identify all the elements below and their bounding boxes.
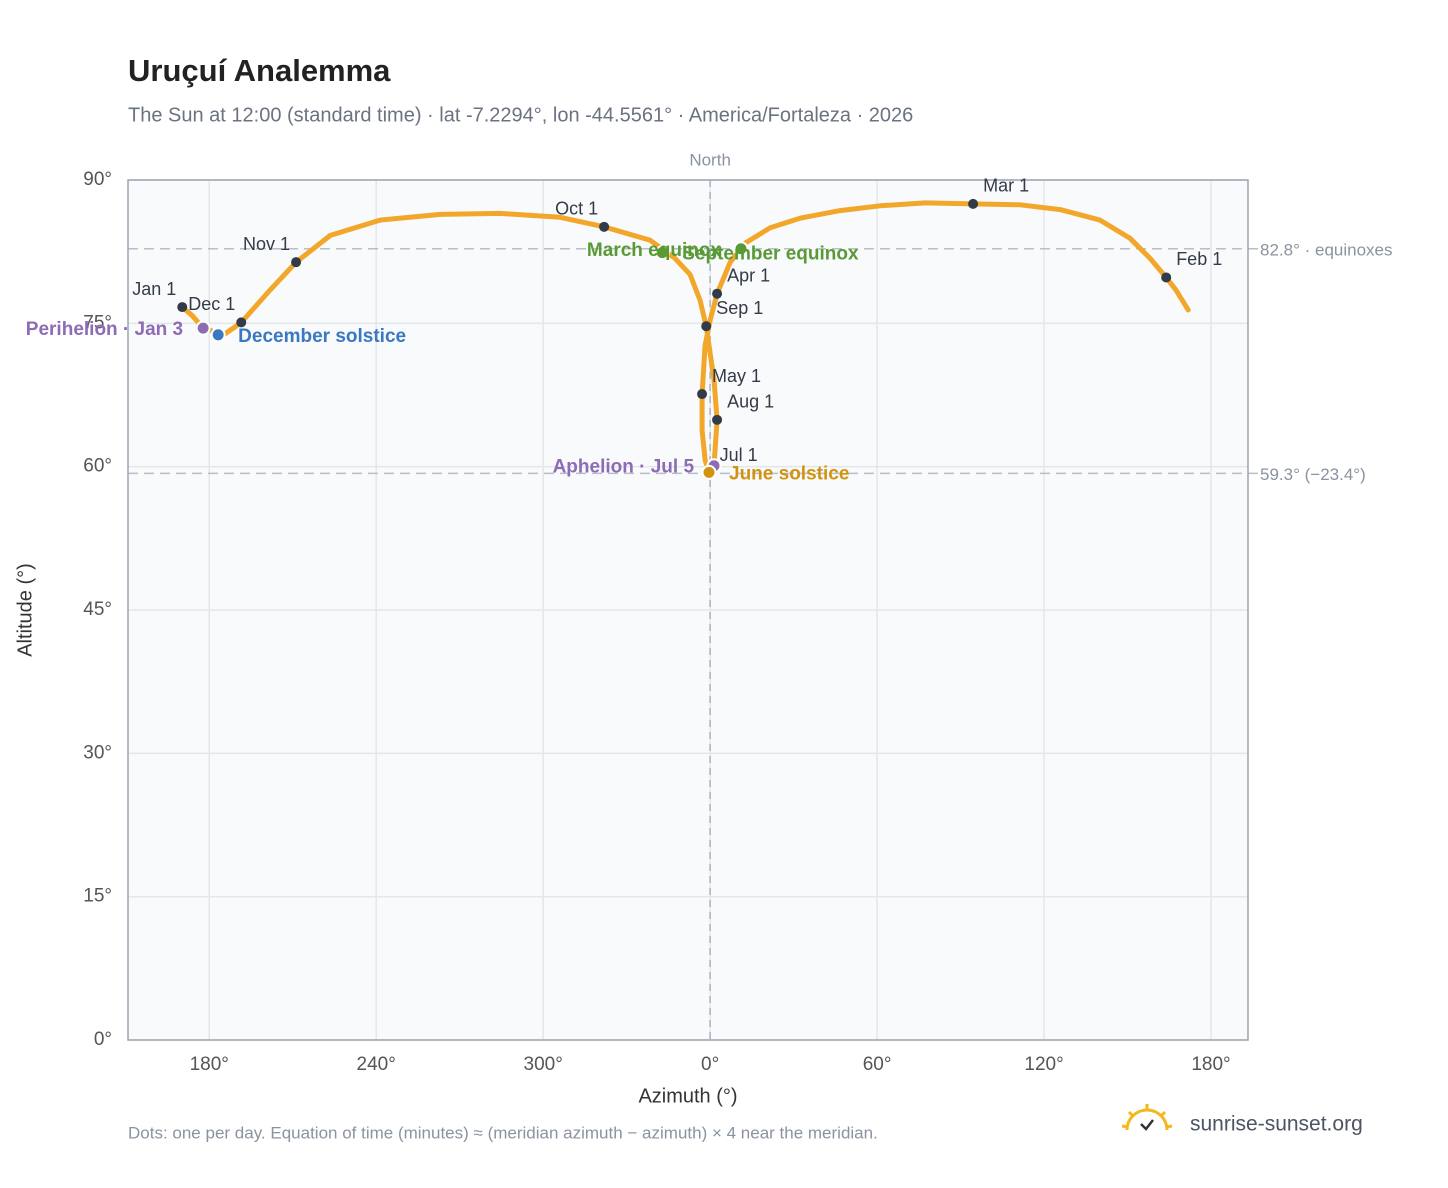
plot-layer <box>128 179 1258 1041</box>
x-tick-label: 60° <box>863 1054 892 1075</box>
event-marker <box>210 327 226 343</box>
month-label: Feb 1 <box>1176 249 1222 269</box>
month-marker <box>291 257 302 268</box>
footnote: Dots: one per day. Equation of time (min… <box>128 1123 878 1142</box>
event-label: June solstice <box>729 463 849 484</box>
event-marker <box>195 320 211 336</box>
month-marker <box>701 321 712 332</box>
month-marker <box>697 389 708 400</box>
month-label: Sep 1 <box>716 298 763 318</box>
x-tick-label: 300° <box>524 1054 563 1075</box>
month-marker <box>599 221 610 232</box>
x-tick-label: 0° <box>701 1054 719 1075</box>
month-label: Apr 1 <box>727 265 770 285</box>
month-label: May 1 <box>712 366 761 386</box>
event-label: Aphelion · Jul 5 <box>553 457 695 478</box>
brand-logo <box>1121 1104 1173 1131</box>
month-marker <box>177 302 188 313</box>
plot-frame <box>127 179 1249 1041</box>
brand: sunrise-sunset.org <box>1190 1113 1363 1136</box>
month-label: Jan 1 <box>132 279 176 299</box>
y-tick-label: 30° <box>83 742 112 763</box>
x-tick-label: 180° <box>1191 1054 1230 1075</box>
month-marker <box>968 198 979 209</box>
month-label: Mar 1 <box>983 176 1029 196</box>
y-axis-label: Altitude (°) <box>14 563 36 657</box>
month-label: Oct 1 <box>555 199 598 219</box>
reference-label: 82.8° · equinoxes <box>1260 240 1393 259</box>
y-tick-label: 0° <box>94 1029 112 1050</box>
event-marker <box>701 464 717 480</box>
month-label: Nov 1 <box>243 234 290 254</box>
chart-subtitle: The Sun at 12:00 (standard time) · lat -… <box>128 104 913 126</box>
month-marker <box>712 288 723 299</box>
x-tick-label: 180° <box>190 1054 229 1075</box>
event-label: Perihelion · Jan 3 <box>26 319 183 340</box>
x-tick-label: 240° <box>357 1054 396 1075</box>
x-tick-label: 120° <box>1024 1054 1063 1075</box>
event-marker <box>733 241 749 257</box>
month-label: Jul 1 <box>720 445 758 465</box>
y-tick-label: 45° <box>83 599 112 620</box>
x-axis-label: Azimuth (°) <box>638 1085 737 1107</box>
y-tick-label: 15° <box>83 886 112 907</box>
month-marker <box>712 414 723 425</box>
y-tick-label: 75° <box>83 312 112 333</box>
reference-label: 59.3° (−23.4°) <box>1260 465 1366 484</box>
y-tick-label: 90° <box>83 169 112 190</box>
month-label: Aug 1 <box>727 392 774 412</box>
event-label: September equinox <box>682 244 859 265</box>
month-marker <box>1161 272 1172 283</box>
event-label: December solstice <box>238 326 406 347</box>
month-label: Dec 1 <box>188 294 235 314</box>
y-tick-label: 60° <box>83 456 112 477</box>
month-marker <box>236 317 247 328</box>
event-marker <box>654 245 670 261</box>
event-label: March equinox <box>587 240 722 261</box>
chart-title: Uruçuí Analemma <box>128 53 391 88</box>
meridian-label: North <box>689 150 731 169</box>
